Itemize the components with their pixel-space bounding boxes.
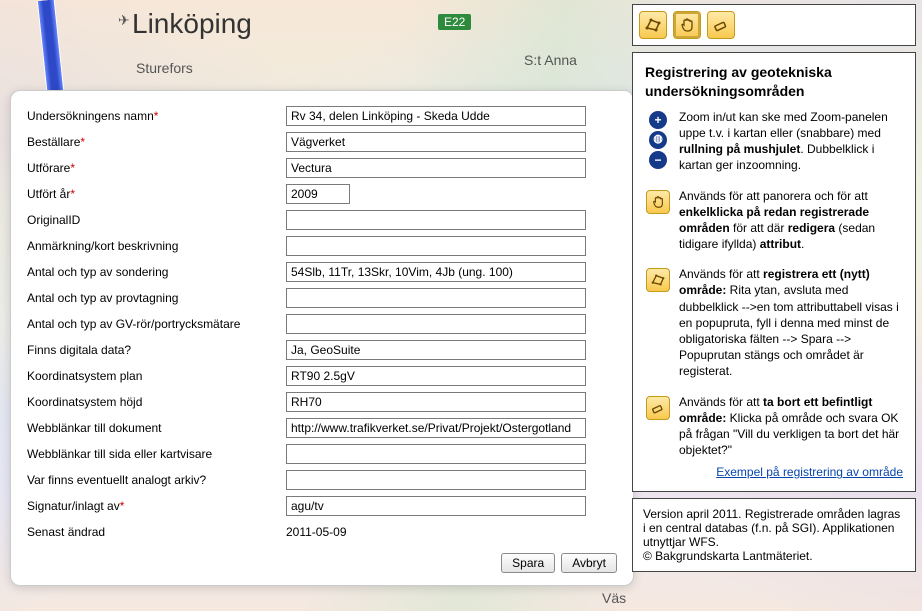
label-note: Anmärkning/kort beskrivning — [27, 239, 286, 253]
input-client[interactable] — [286, 132, 586, 152]
input-sond[interactable] — [286, 262, 586, 282]
label-year: Utfört år* — [27, 187, 286, 201]
input-coord_plan[interactable] — [286, 366, 586, 386]
map-toolbar — [632, 4, 916, 46]
required-marker: * — [70, 187, 75, 201]
input-link_page[interactable] — [286, 444, 586, 464]
zoom-out-icon: − — [649, 151, 667, 169]
help-draw-text: Används för att registrera ett (nytt) om… — [679, 266, 903, 379]
label-link_page: Webblänkar till sida eller kartvisare — [27, 447, 286, 461]
help-zoom-text: Zoom in/ut kan ske med Zoom-panelen uppe… — [679, 109, 903, 174]
label-sond: Antal och typ av sondering — [27, 265, 286, 279]
example-link[interactable]: Exempel på registrering av område — [716, 465, 903, 479]
required-marker: * — [70, 161, 75, 175]
label-performer: Utförare* — [27, 161, 286, 175]
tool-erase[interactable] — [707, 11, 735, 39]
help-heading: Registrering av geotekniska undersökning… — [645, 63, 903, 101]
help-erase-text: Används för att ta bort ett befintligt o… — [679, 394, 903, 459]
save-button[interactable]: Spara — [501, 553, 555, 573]
required-marker: * — [154, 109, 159, 123]
label-origid: OriginalID — [27, 213, 286, 227]
footer-line-2: © Bakgrundskarta Lantmäteriet. — [643, 549, 905, 563]
polygon-icon — [646, 268, 670, 292]
help-panel: Registrering av geotekniska undersökning… — [632, 52, 916, 492]
input-link_doc[interactable] — [286, 418, 586, 438]
label-coord_hojd: Koordinatsystem höjd — [27, 395, 286, 409]
zoom-icon: + ◍ − — [645, 109, 671, 174]
label-digital: Finns digitala data? — [27, 343, 286, 357]
required-marker: * — [80, 135, 85, 149]
label-analog: Var finns eventuellt analogt arkiv? — [27, 473, 286, 487]
label-name: Undersökningens namn* — [27, 109, 286, 123]
footer-line-1: Version april 2011. Registrerade områden… — [643, 507, 905, 549]
required-marker: * — [120, 499, 125, 513]
eraser-icon — [646, 396, 670, 420]
input-sign[interactable] — [286, 496, 586, 516]
input-coord_hojd[interactable] — [286, 392, 586, 412]
hand-icon — [646, 190, 670, 214]
input-performer[interactable] — [286, 158, 586, 178]
label-coord_plan: Koordinatsystem plan — [27, 369, 286, 383]
input-note[interactable] — [286, 236, 586, 256]
input-name[interactable] — [286, 106, 586, 126]
input-year[interactable] — [286, 184, 350, 204]
label-client: Beställare* — [27, 135, 286, 149]
label-link_doc: Webblänkar till dokument — [27, 421, 286, 435]
input-digital[interactable] — [286, 340, 586, 360]
label-sign: Signatur/inlagt av* — [27, 499, 286, 513]
zoom-in-icon: + — [649, 111, 667, 129]
help-pan-text: Används för att panorera och för att enk… — [679, 188, 903, 253]
input-prov[interactable] — [286, 288, 586, 308]
tool-draw-polygon[interactable] — [639, 11, 667, 39]
attribute-popup: Undersökningens namn* Beställare* Utförare… — [10, 90, 634, 586]
last-changed-value: 2011-05-09 — [286, 523, 347, 541]
cancel-button[interactable]: Avbryt — [561, 553, 617, 573]
label-gvror: Antal och typ av GV-rör/portrycksmätare — [27, 317, 286, 331]
label-prov: Antal och typ av provtagning — [27, 291, 286, 305]
input-origid[interactable] — [286, 210, 586, 230]
footer-panel: Version april 2011. Registrerade områden… — [632, 498, 916, 572]
tool-pan[interactable] — [673, 11, 701, 39]
last-changed-label: Senast ändrad — [27, 525, 286, 539]
zoom-globe-icon: ◍ — [649, 131, 667, 149]
input-gvror[interactable] — [286, 314, 586, 334]
input-analog[interactable] — [286, 470, 586, 490]
